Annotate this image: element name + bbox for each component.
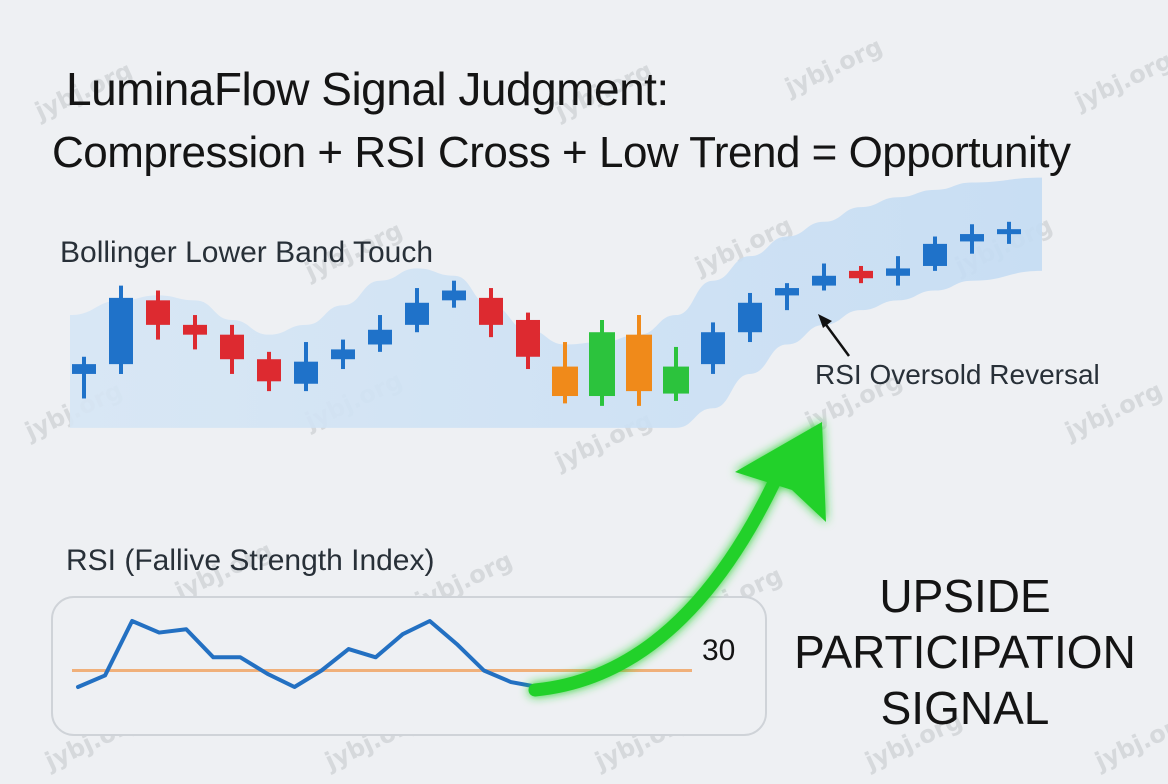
upside-participation-signal: UPSIDE PARTICIPATION SIGNAL	[770, 568, 1160, 736]
chart-title: LuminaFlow Signal Judgment:	[66, 63, 669, 115]
candle	[479, 288, 503, 338]
rsi-reversal-pointer	[818, 314, 851, 357]
candle	[442, 280, 466, 308]
candle	[368, 315, 392, 352]
candle	[849, 265, 873, 284]
candle-body	[738, 302, 762, 333]
candle-body	[257, 359, 281, 382]
candle-body	[923, 243, 947, 266]
candle	[701, 322, 725, 374]
candle-body	[849, 270, 873, 279]
rsi-panel-title: RSI (Fallive Strength Index)	[66, 544, 435, 577]
candle	[589, 319, 615, 406]
chart-subtitle: Compression + RSI Cross + Low Trend = Op…	[52, 128, 1071, 177]
candle	[220, 324, 244, 374]
candle-body	[812, 275, 836, 286]
candle	[109, 285, 133, 374]
candle-body	[516, 319, 540, 357]
signal-line-2: PARTICIPATION	[794, 626, 1136, 678]
candle	[923, 236, 947, 271]
candle-body	[220, 334, 244, 360]
candle-body	[109, 297, 133, 365]
rsi-level-label: 30	[702, 634, 736, 667]
candle-body	[886, 268, 910, 276]
candle-body	[72, 364, 96, 374]
candle	[516, 312, 540, 370]
candle-body	[405, 302, 429, 325]
candle-body	[368, 329, 392, 345]
candle	[72, 356, 96, 399]
watermark-text: jybj.org	[1070, 46, 1168, 116]
candle-body	[552, 366, 578, 397]
candle-body	[663, 366, 689, 394]
candle-body	[146, 300, 170, 325]
candle	[775, 283, 799, 311]
candle-body	[626, 334, 652, 392]
rsi-line	[76, 619, 540, 689]
candle-body	[997, 229, 1021, 235]
upside-arrow	[528, 422, 826, 697]
signal-line-3: SIGNAL	[880, 682, 1050, 734]
candle	[626, 315, 652, 406]
candle-body	[331, 349, 355, 360]
candle	[960, 224, 984, 254]
rsi-reversal-label: RSI Oversold Reversal	[815, 359, 1100, 390]
candle	[886, 256, 910, 286]
watermark-text: jybj.org	[780, 32, 887, 102]
band-touch-label: Bollinger Lower Band Touch	[60, 236, 434, 269]
candle	[331, 339, 355, 370]
candle	[997, 221, 1021, 244]
candle	[812, 263, 836, 291]
candle	[552, 342, 578, 404]
signal-line-1: UPSIDE	[879, 570, 1051, 622]
candle-body	[479, 297, 503, 325]
candle	[257, 351, 281, 392]
candle	[183, 315, 207, 350]
candle	[663, 346, 689, 401]
candle-body	[294, 361, 318, 384]
candle-body	[960, 234, 984, 242]
candle	[294, 342, 318, 392]
candle	[405, 288, 429, 333]
candle-body	[589, 332, 615, 397]
candle-body	[183, 324, 207, 335]
candle-body	[442, 290, 466, 301]
candle-body	[701, 332, 725, 365]
candle	[146, 290, 170, 340]
candle-body	[775, 288, 799, 296]
candlestick-series	[72, 221, 1021, 406]
candle	[738, 292, 762, 343]
rsi-panel	[51, 596, 767, 736]
